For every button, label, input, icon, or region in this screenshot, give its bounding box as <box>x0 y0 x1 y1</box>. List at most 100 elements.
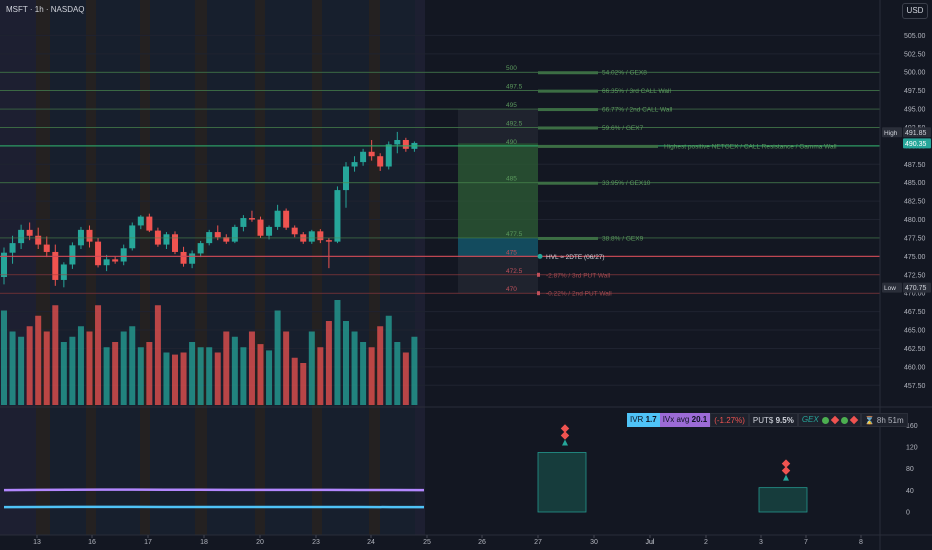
candle-body <box>120 248 127 262</box>
gex-level-label: 33.95% / GEX10 <box>602 180 651 187</box>
candle-body <box>146 216 153 231</box>
indicator-tick-label: 40 <box>906 488 914 495</box>
candle-body <box>343 166 349 191</box>
volume-bar <box>377 326 384 405</box>
low-price-label: Low <box>884 285 896 292</box>
price-tick-label: 460.00 <box>904 364 926 371</box>
session-band <box>369 0 380 535</box>
price-axis-panel <box>880 0 932 550</box>
session-band <box>415 0 425 535</box>
indicator-hud: IVR 1.7 IVx avg 20.1 (-1.27%) PUT$ 9.5% … <box>627 413 908 427</box>
time-axis-label: 30 <box>590 539 598 546</box>
red-diamond-icon <box>830 415 839 425</box>
red-diamond-icon <box>849 415 858 425</box>
change-badge: (-1.27%) <box>710 413 749 427</box>
volume-bar <box>86 331 93 405</box>
gex-level-price: 500 <box>506 65 517 72</box>
volume-bar <box>129 326 136 405</box>
ivr-label: IVR <box>630 415 644 424</box>
candle-body <box>180 251 187 264</box>
candle-body <box>334 190 341 242</box>
candle-body <box>325 240 332 242</box>
time-axis-label: 7 <box>804 539 808 546</box>
ivx-value: 20.1 <box>691 415 708 424</box>
volume-bar <box>248 331 255 405</box>
volume-bar <box>52 305 59 405</box>
price-tick-label: 470.00 <box>904 291 926 298</box>
session-band <box>140 0 150 535</box>
volume-bar <box>163 352 170 405</box>
volume-bar <box>197 347 204 405</box>
gex-gauge-bar <box>538 144 658 148</box>
volume-bar <box>308 331 315 405</box>
price-tick-label: 482.50 <box>904 199 926 206</box>
session-band <box>36 0 50 535</box>
put-badge[interactable]: PUT$ 9.5% <box>748 413 798 427</box>
session-band <box>207 0 255 535</box>
gex-level-price: 475 <box>506 249 517 256</box>
gex-gauge-bar <box>538 181 598 185</box>
gex-gauge-bar <box>538 89 598 93</box>
volume-bar <box>317 347 324 405</box>
candle-body <box>266 226 273 236</box>
volume-bar <box>360 342 367 405</box>
price-tick-label: 477.50 <box>904 235 926 242</box>
gex-gauge-bar <box>538 108 598 112</box>
gex-level-label: 59.6% / GEX7 <box>602 125 644 132</box>
price-tick-label: 495.00 <box>904 107 926 114</box>
time-axis-label: 2 <box>704 539 708 546</box>
indicator-tick-label: 120 <box>906 445 918 452</box>
price-tick-label: 480.00 <box>904 217 926 224</box>
time-axis-label: 24 <box>367 539 375 546</box>
hvl-marker-icon <box>537 253 543 259</box>
volume-bar <box>1 310 7 405</box>
price-tick-label: 505.00 <box>904 33 926 40</box>
volume-bar <box>112 342 119 405</box>
session-band <box>312 0 322 535</box>
time-axis-label: 17 <box>144 539 152 546</box>
ivx-badge[interactable]: IVx avg 20.1 <box>659 413 711 427</box>
candle-body <box>1 252 7 277</box>
candle-body <box>189 253 196 264</box>
candle-body <box>223 237 230 242</box>
price-tick-label: 472.50 <box>904 272 926 279</box>
price-tick-label: 475.00 <box>904 254 926 261</box>
candle-body <box>351 162 358 167</box>
indicator-tick-label: 80 <box>906 466 914 473</box>
candle-body <box>248 218 255 220</box>
put-label: PUT$ <box>752 416 774 425</box>
volume-bar <box>103 347 110 405</box>
gex-badge[interactable]: GEX <box>797 413 861 427</box>
ivx-label: IVx avg <box>662 415 690 424</box>
candle-body <box>308 231 315 242</box>
red-diamond-icon <box>560 431 570 440</box>
candle-body <box>231 226 238 242</box>
candle-body <box>137 216 144 226</box>
gex-level-label: 38.8% / GEX9 <box>602 235 644 242</box>
candle-body <box>43 244 50 252</box>
candle-body <box>60 264 67 280</box>
gex-gauge-bar <box>538 236 598 240</box>
price-tick-label: 462.50 <box>904 346 926 353</box>
currency-selector[interactable]: USD <box>902 3 928 19</box>
ivr-badge[interactable]: IVR 1.7 <box>627 413 660 427</box>
volume-bar <box>325 321 332 405</box>
volume-bar <box>411 336 418 405</box>
volume-bar <box>69 336 76 405</box>
volume-bar <box>266 350 273 405</box>
candle-body <box>9 243 16 253</box>
volume-bar <box>283 331 290 405</box>
candle-body <box>112 259 119 262</box>
volume-bar <box>351 331 358 405</box>
volume-bar <box>300 363 307 405</box>
green-circle-icon <box>821 416 829 424</box>
time-axis-label: 20 <box>256 539 264 546</box>
gex-gauge-bar <box>538 71 598 75</box>
current-price-value: 490.35 <box>905 141 927 148</box>
gex-level-label: 54.02% / GEX8 <box>602 70 647 77</box>
candle-body <box>214 232 221 238</box>
green-triangle-icon <box>783 474 789 481</box>
gex-histogram-bar <box>758 487 808 513</box>
gex-level-label: HVL ≈ 2DTE (06/27) <box>546 254 605 261</box>
